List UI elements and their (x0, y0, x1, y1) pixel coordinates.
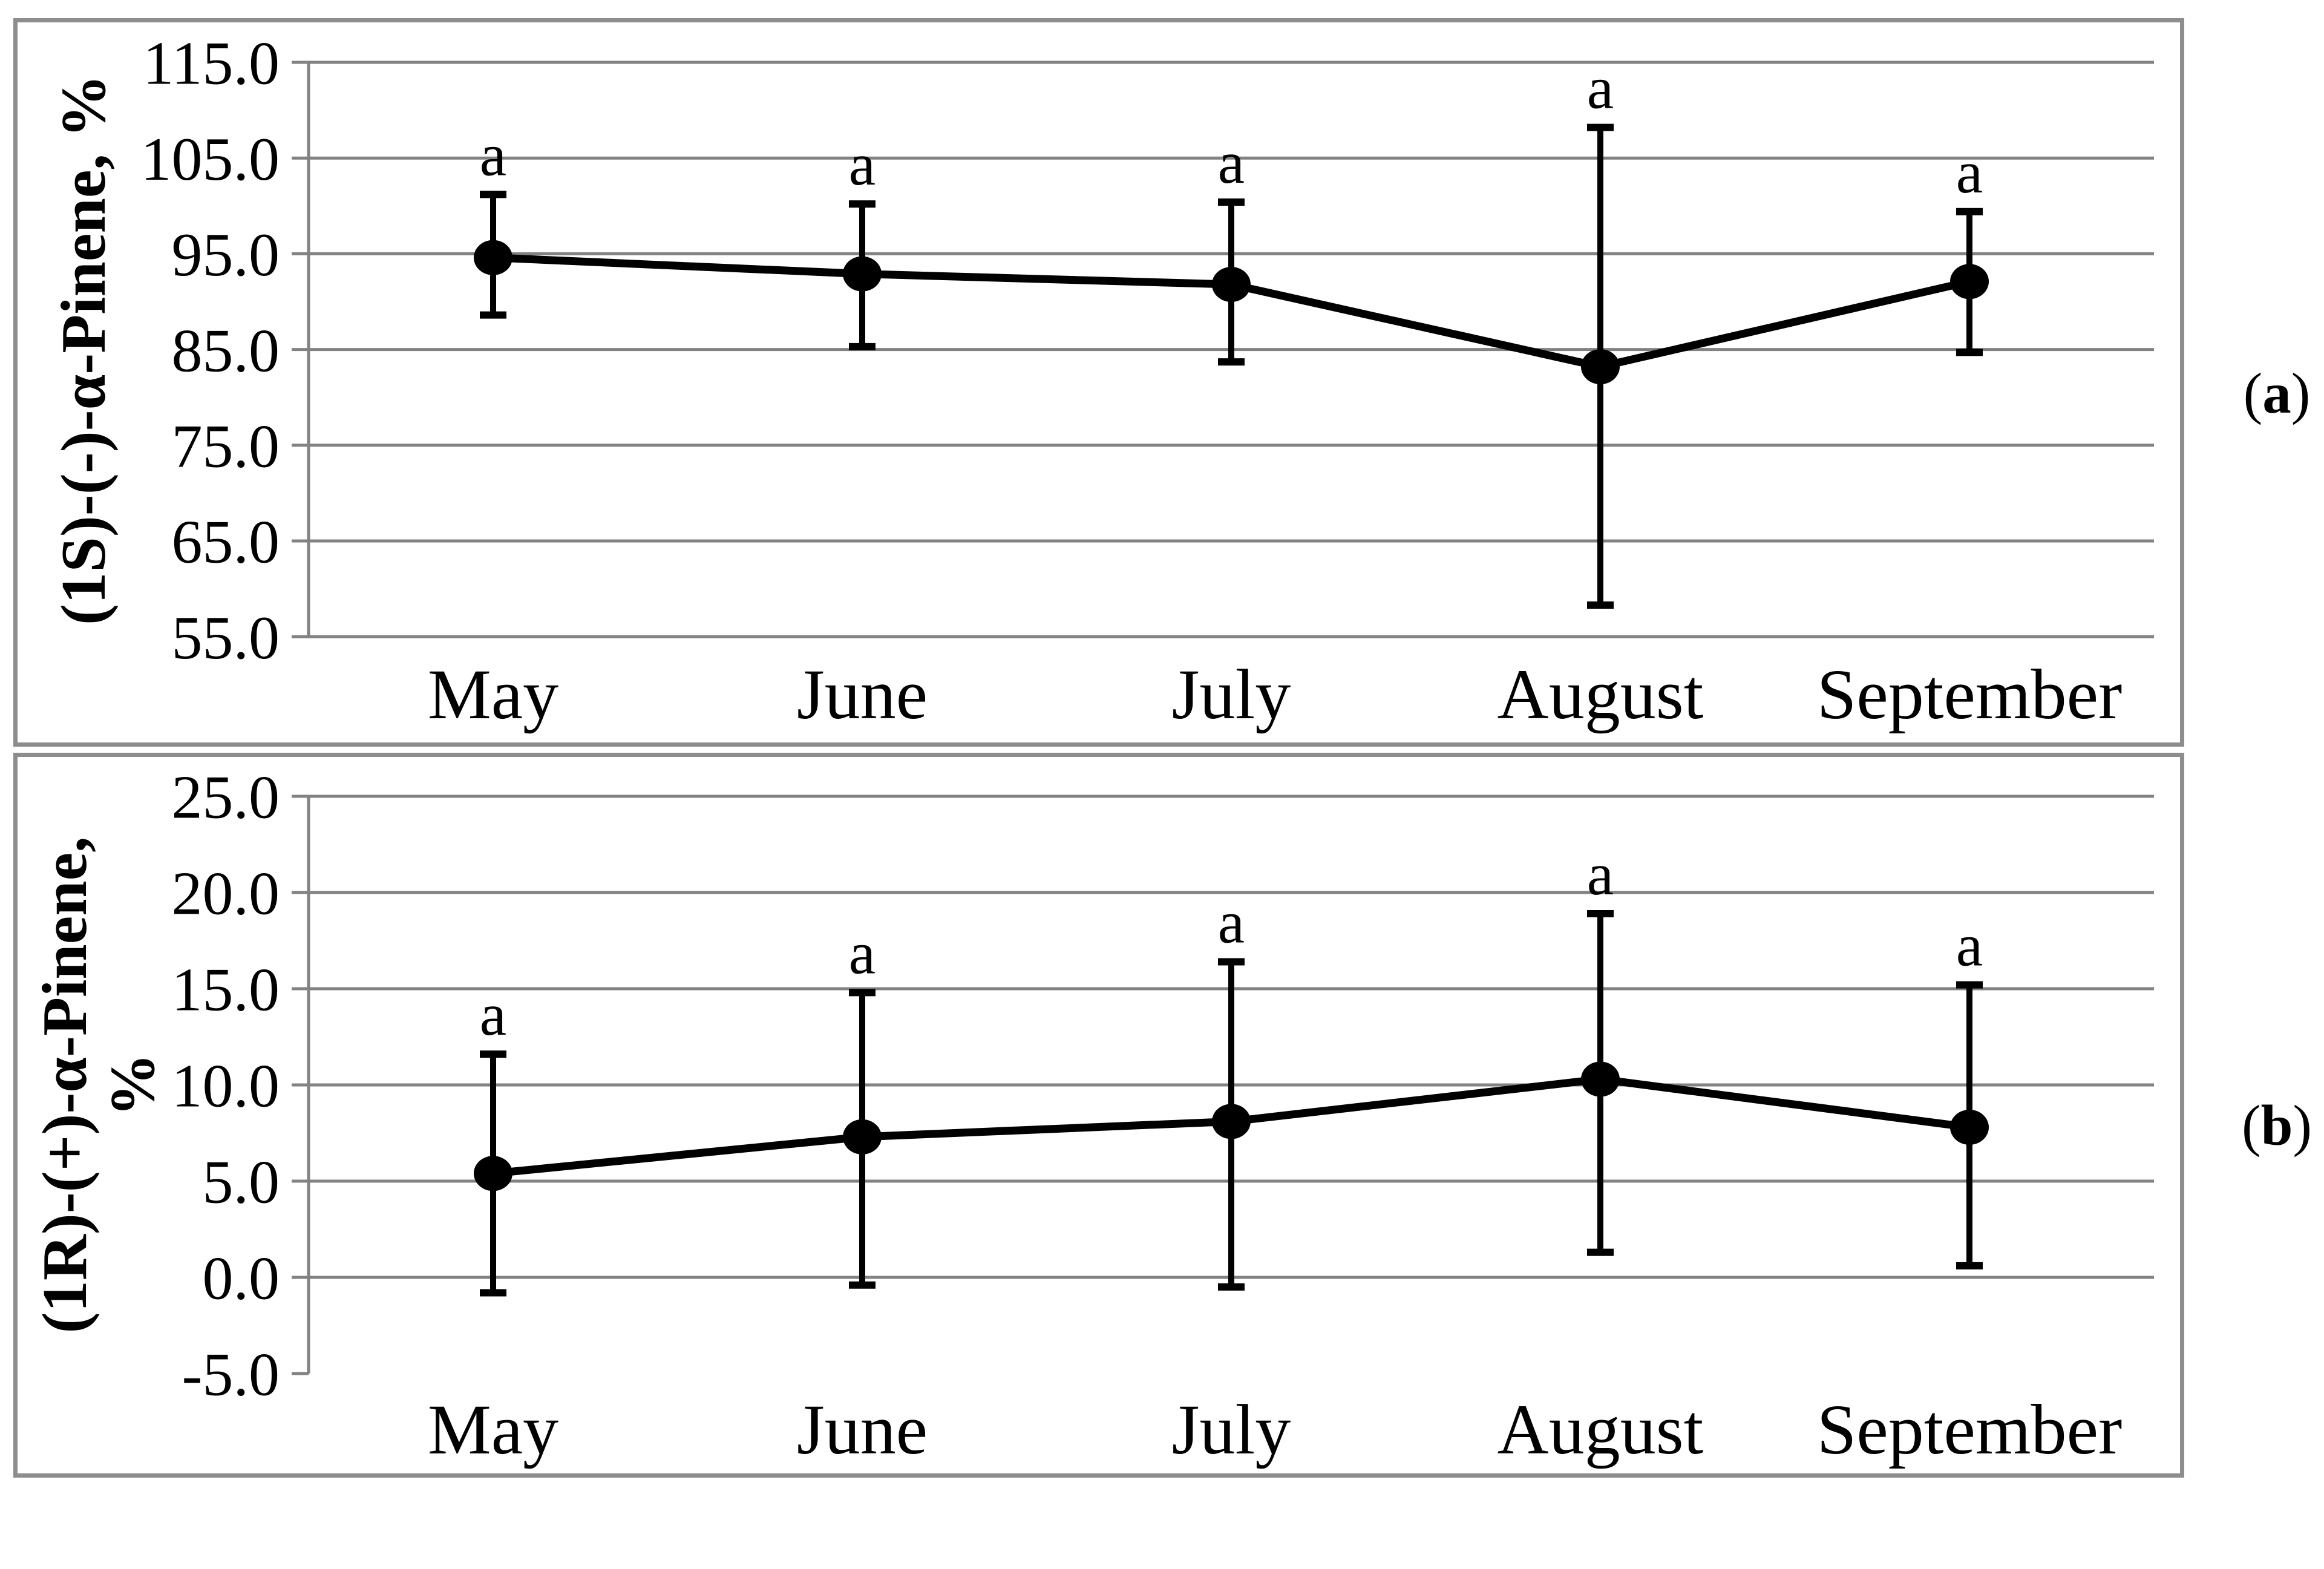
y-tick-label: 10.0 (172, 1052, 280, 1121)
panel-b-border (13, 753, 2184, 1478)
panel-a-plot: 115.0 105.0 95.0 85.0 75.0 65.0 55.0 a a a a a May Ju… (141, 30, 2154, 734)
y-tick-label: 20.0 (172, 860, 280, 928)
data-point-marker (1950, 264, 1989, 300)
charts-svg: 115.0 105.0 95.0 85.0 75.0 65.0 55.0 a a a a a May Ju… (141, 30, 2154, 1469)
y-tick-label: 0.0 (203, 1245, 280, 1313)
x-category-label: August (1498, 655, 1704, 734)
panel-a-border (13, 18, 2184, 747)
data-point-marker (1581, 349, 1620, 385)
y-tick-label: 55.0 (172, 604, 280, 672)
y-tick-label: 15.0 (172, 956, 280, 1024)
point-significance-label: a (1587, 54, 1614, 122)
y-tick-label: -5.0 (182, 1341, 280, 1409)
x-category-label: May (428, 655, 558, 734)
point-significance-label: a (1956, 139, 1983, 206)
data-point-marker (1581, 1061, 1620, 1097)
figure-root: (1S)-(-)-α-Pinene, % (1R)-(+)-α-Pinene, … (13, 18, 2324, 1478)
x-category-label: May (428, 1390, 558, 1469)
y-tick-label: 75.0 (172, 413, 280, 481)
data-point-marker (1950, 1109, 1989, 1145)
x-category-label: July (1172, 1390, 1291, 1469)
data-point-marker (843, 256, 882, 292)
y-tick-label: 85.0 (172, 316, 280, 385)
point-significance-label: a (849, 131, 876, 198)
data-point-marker (474, 240, 512, 275)
point-significance-label: a (480, 981, 506, 1048)
panel-label-a: (a) (2186, 354, 2324, 433)
panel-label-b-close-paren: ) (2293, 1093, 2313, 1158)
data-point-marker (1212, 1104, 1251, 1139)
point-significance-label: a (849, 919, 876, 986)
data-point-marker (843, 1119, 882, 1155)
y-tick-label: 105.0 (141, 125, 280, 194)
panel-label-b-letter: b (2260, 1093, 2293, 1158)
panel-label-b: (b) (2186, 1086, 2324, 1165)
data-point-marker (1212, 267, 1251, 303)
y-tick-label: 25.0 (172, 764, 280, 832)
point-significance-label: a (1218, 129, 1245, 196)
x-category-label: August (1498, 1390, 1704, 1469)
x-category-label: June (797, 1390, 928, 1469)
x-category-label: June (797, 655, 928, 734)
y-tick-label: 115.0 (143, 30, 280, 98)
y-tick-label: 5.0 (203, 1148, 280, 1217)
panel-label-a-letter: a (2262, 361, 2291, 425)
point-significance-label: a (480, 121, 506, 188)
point-significance-label: a (1218, 888, 1245, 955)
y-tick-label: 95.0 (172, 221, 280, 289)
data-point-marker (474, 1156, 512, 1191)
panel-label-a-close-paren: ) (2291, 361, 2311, 425)
point-significance-label: a (1587, 840, 1614, 908)
point-significance-label: a (1956, 912, 1983, 979)
x-category-label: September (1817, 1390, 2123, 1469)
panel-label-b-open-paren: ( (2241, 1093, 2261, 1158)
x-category-label: September (1817, 655, 2123, 734)
x-category-label: July (1172, 655, 1291, 734)
panel-b-plot: 25.0 20.0 15.0 10.0 5.0 0.0 -5.0 a a a a a May June Ju… (172, 764, 2154, 1469)
y-tick-label: 65.0 (172, 508, 280, 577)
panel-label-a-open-paren: ( (2243, 361, 2263, 425)
